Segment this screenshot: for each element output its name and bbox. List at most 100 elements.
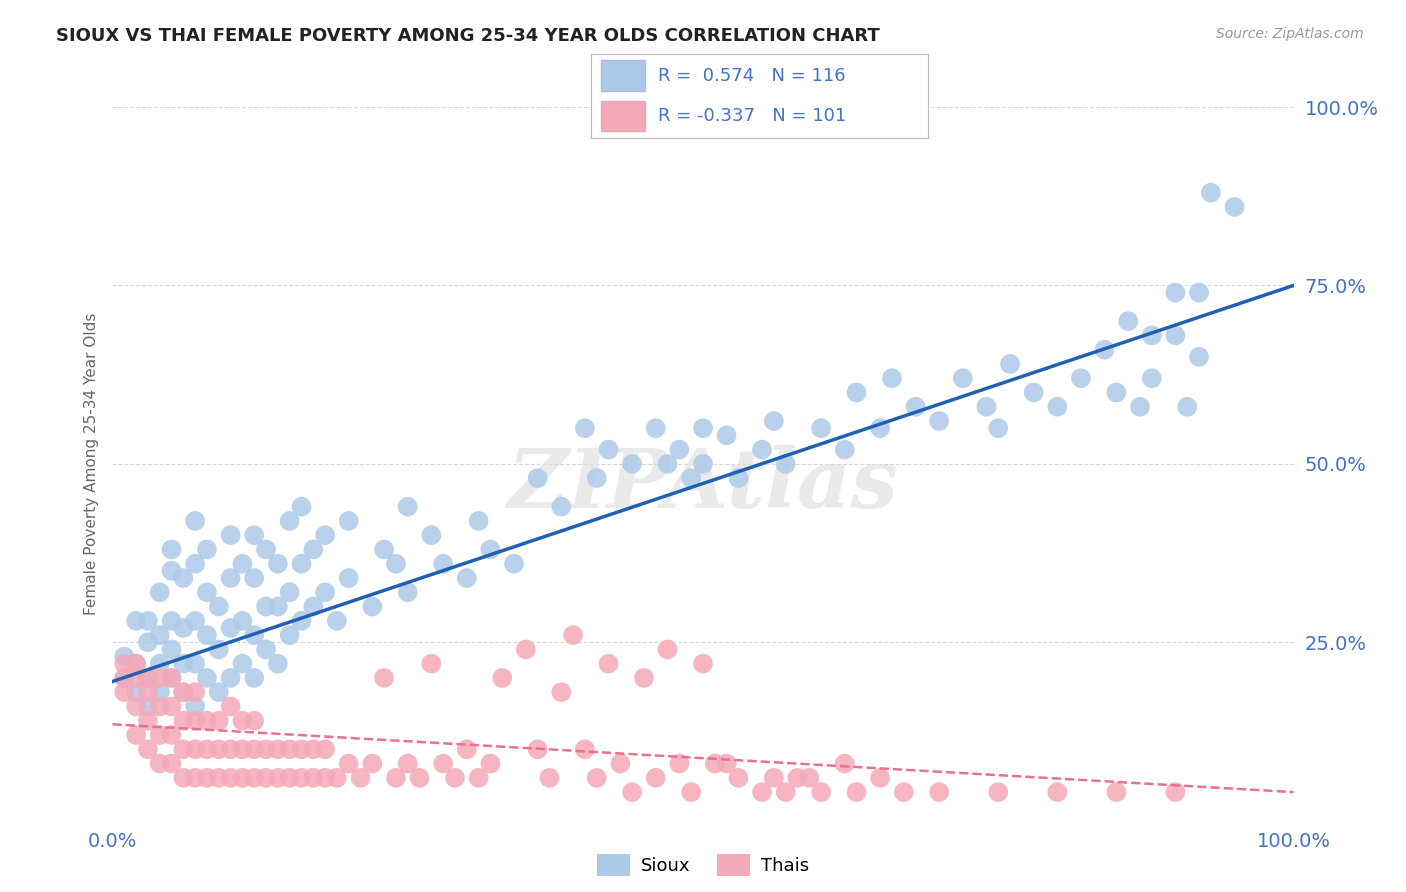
- Point: [396, 756, 419, 771]
- Point: [160, 671, 183, 685]
- Point: [208, 742, 231, 756]
- Point: [928, 785, 950, 799]
- Point: [290, 771, 312, 785]
- Point: [952, 371, 974, 385]
- Point: [349, 771, 371, 785]
- Point: [136, 635, 159, 649]
- Point: [267, 771, 290, 785]
- Point: [810, 785, 832, 799]
- Point: [254, 599, 277, 614]
- Point: [880, 371, 903, 385]
- Point: [503, 557, 526, 571]
- Point: [444, 771, 467, 785]
- Point: [160, 614, 183, 628]
- Point: [125, 671, 148, 685]
- Point: [408, 771, 430, 785]
- Point: [136, 699, 159, 714]
- Point: [976, 400, 998, 414]
- Point: [869, 771, 891, 785]
- Point: [998, 357, 1021, 371]
- Point: [1175, 400, 1198, 414]
- Point: [278, 514, 301, 528]
- Point: [314, 585, 336, 599]
- Point: [231, 557, 253, 571]
- Text: R =  0.574   N = 116: R = 0.574 N = 116: [658, 67, 845, 85]
- Point: [219, 742, 242, 756]
- Point: [184, 699, 207, 714]
- Point: [668, 442, 690, 457]
- Point: [112, 657, 135, 671]
- Point: [361, 756, 384, 771]
- Point: [692, 457, 714, 471]
- Point: [149, 657, 172, 671]
- Point: [668, 756, 690, 771]
- Point: [432, 557, 454, 571]
- Point: [243, 771, 266, 785]
- Point: [160, 642, 183, 657]
- Point: [267, 742, 290, 756]
- Point: [456, 571, 478, 585]
- Point: [278, 771, 301, 785]
- Point: [290, 557, 312, 571]
- Point: [692, 421, 714, 435]
- Point: [574, 742, 596, 756]
- Point: [834, 442, 856, 457]
- Point: [775, 457, 797, 471]
- Point: [136, 614, 159, 628]
- Point: [1188, 285, 1211, 300]
- Point: [136, 671, 159, 685]
- Point: [290, 500, 312, 514]
- Point: [208, 771, 231, 785]
- Point: [727, 771, 749, 785]
- Point: [184, 714, 207, 728]
- Point: [172, 685, 194, 699]
- Point: [396, 500, 419, 514]
- Point: [550, 685, 572, 699]
- Point: [621, 457, 644, 471]
- Point: [267, 557, 290, 571]
- Point: [762, 771, 785, 785]
- Point: [160, 671, 183, 685]
- Point: [184, 614, 207, 628]
- Point: [172, 742, 194, 756]
- Point: [243, 742, 266, 756]
- Point: [479, 756, 502, 771]
- Point: [136, 742, 159, 756]
- Point: [172, 771, 194, 785]
- Point: [278, 585, 301, 599]
- Point: [172, 621, 194, 635]
- Point: [716, 428, 738, 442]
- Point: [904, 400, 927, 414]
- Point: [585, 471, 607, 485]
- Point: [1116, 314, 1139, 328]
- Point: [845, 785, 868, 799]
- Point: [219, 621, 242, 635]
- Point: [302, 742, 325, 756]
- Point: [681, 785, 703, 799]
- Point: [195, 671, 218, 685]
- Point: [396, 585, 419, 599]
- FancyBboxPatch shape: [600, 101, 644, 131]
- FancyBboxPatch shape: [600, 61, 644, 91]
- Point: [254, 771, 277, 785]
- Point: [337, 756, 360, 771]
- Point: [385, 557, 408, 571]
- Point: [172, 571, 194, 585]
- Point: [1105, 785, 1128, 799]
- Point: [550, 500, 572, 514]
- Point: [326, 771, 349, 785]
- Point: [125, 657, 148, 671]
- Point: [432, 756, 454, 771]
- Point: [184, 771, 207, 785]
- Point: [786, 771, 808, 785]
- Point: [243, 628, 266, 642]
- Point: [195, 628, 218, 642]
- Point: [112, 671, 135, 685]
- Point: [326, 614, 349, 628]
- Point: [195, 742, 218, 756]
- Point: [467, 771, 489, 785]
- Point: [219, 571, 242, 585]
- Point: [515, 642, 537, 657]
- Point: [314, 528, 336, 542]
- Point: [112, 649, 135, 664]
